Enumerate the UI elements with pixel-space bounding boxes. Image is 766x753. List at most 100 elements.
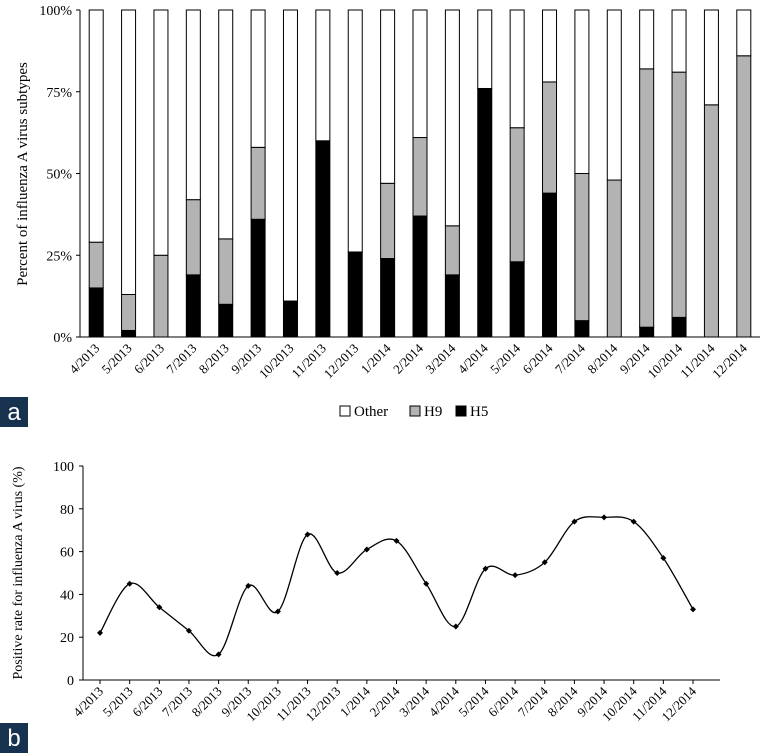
panel-a-y-tick-label: 25% [46,249,72,264]
panel-b-y-tick-label: 20 [60,631,74,646]
panel-b-x-tick-label: 7/2014 [515,683,551,719]
panel-a-bar-other [477,9,493,89]
panel-a-bar-h9 [703,104,719,338]
panel-a-bar-h9 [639,68,655,328]
panel-a-bar-other [153,9,169,256]
panel-b-data-point [215,651,222,658]
panel-b-x-tick-label: 4/2014 [426,683,462,719]
panel-a-x-tick-label: 5/2014 [487,340,523,376]
panel-a-bar-other [282,9,298,302]
panel-b-data-point [690,606,696,613]
panel-a-tag-label: a [7,399,21,426]
panel-a-bar-h9 [121,293,137,331]
legend-swatch-h5 [455,405,467,417]
panel-b-x-tick-label: 8/2014 [544,683,580,719]
panel-a-bar-other [574,9,590,174]
panel-a-y-tick-label: 0% [53,331,72,346]
panel-a-bar-h9 [380,182,396,260]
panel-b-data-point [334,570,341,576]
panel-b-data-point [660,555,667,562]
panel-b-data-point [245,582,252,589]
panel-a-bar-h9 [444,225,460,276]
panel-a-bar-h5 [542,192,558,338]
panel-a-bar-other [509,9,525,129]
panel-b-y-axis-label: Positive rate for influenza A virus (%) [11,466,26,679]
panel-a-bar-h5 [121,329,137,338]
panel-a-bar-other [218,9,234,240]
panel-b-x-tick-label: 5/2014 [455,683,491,719]
panel-a-x-tick-label: 3/2014 [422,340,458,376]
panel-b-data-point [126,580,133,587]
panel-a-bar-h9 [736,55,752,338]
panel-b-data-point [423,580,430,587]
panel-b-x-tick-label: 5/2013 [100,684,136,720]
panel-a-bar-h5 [444,274,460,338]
panel-a-y-tick-label: 100% [39,4,72,19]
panel-a-x-labels: 4/20135/20136/20137/20138/20139/201310/2… [66,340,750,381]
panel-a-x-tick-label: 6/2014 [519,340,555,376]
panel-a-bar-other [185,9,201,201]
panel-a-bar-h9 [606,179,622,338]
panel-b-data-point [541,559,548,566]
panel-b-y-tick-label: 0 [67,674,74,689]
panel-b-x-tick-label: 7/2013 [159,684,195,720]
panel-a-bar-other [703,9,719,106]
panel-b-data-point [601,514,608,521]
panel-a-x-tick-label: 6/2013 [131,341,167,377]
panel-b-data-point [482,565,489,572]
panel-b-x-tick-label: 3/2014 [396,683,432,719]
panel-b-data-point [630,518,637,525]
panel-a-bars [88,9,752,338]
panel-b-data-point [363,546,370,553]
panel-a-bar-h9 [185,199,201,276]
panel-b-y-ticks: 0 20 40 60 80 100 [53,460,83,689]
panel-a-bar-h5 [509,261,525,338]
panel-b-y-tick-label: 60 [60,546,74,561]
panel-a-bar-h9 [542,81,558,194]
panel-a-x-tick-label: 11/2013 [289,341,329,381]
panel-a-bar-other [736,9,752,57]
panel-a-bar-other [315,9,331,142]
panel-a-bar-other [380,9,396,184]
panel-b-x-labels: 4/20135/20136/20137/20138/20139/201310/2… [70,680,699,724]
panel-b-x-tick-label: 6/2013 [129,684,165,720]
panel-a-bar-h9 [412,137,428,217]
panel-a-bar-h9 [88,241,104,289]
panel-b-points [97,514,696,658]
panel-a-bar-other [250,9,266,148]
panel-b-data-point [97,629,103,636]
panel-a-bar-h9 [153,254,169,338]
panel-a-x-tick-label: 7/2013 [163,341,199,377]
panel-b-data-point [571,518,578,525]
panel-b-y-tick-label: 80 [60,503,74,518]
panel-b-data-point [452,623,459,630]
panel-a-bar-h9 [574,173,590,322]
panel-a-bar-h5 [671,316,687,338]
panel-b-tag-label: b [7,725,20,752]
panel-b-x-tick-label: 6/2014 [485,683,521,719]
panel-a-legend: Other H9 H5 [339,404,488,420]
panel-a-bar-other [121,9,137,295]
panel-b-data-point [274,608,281,615]
panel-a-y-axis-label: Percent of influenza A virus subtypes [15,62,31,286]
panel-a-bar-other [88,9,104,243]
panel-a-x-tick-label: 7/2014 [552,340,588,376]
panel-a-bar-h5 [639,326,655,338]
panel-a-bar-h5 [477,87,493,338]
panel-b-x-tick-label: 8/2013 [189,684,225,720]
panel-a-bar-h5 [250,218,266,338]
panel-a-bar-h9 [671,71,687,318]
legend-label-other: Other [354,404,388,420]
panel-a-x-tick-label: 10/2014 [644,340,685,381]
panel-a-bar-chart: 0% 25% 50% 75% 100% 4/20135/20136/20137/2013… [15,4,760,420]
panel-a-x-tick-label: 12/2013 [321,341,362,382]
legend-label-h5: H5 [470,404,488,420]
panel-a-x-tick-label: 10/2013 [256,341,297,382]
panel-a-bar-h5 [88,287,104,338]
legend-swatch-other [339,405,351,417]
panel-b-data-point [393,537,400,544]
panel-a-x-tick-label: 12/2014 [709,340,750,381]
panel-b-data-point [304,531,311,538]
panel-a-bar-other [606,9,622,181]
